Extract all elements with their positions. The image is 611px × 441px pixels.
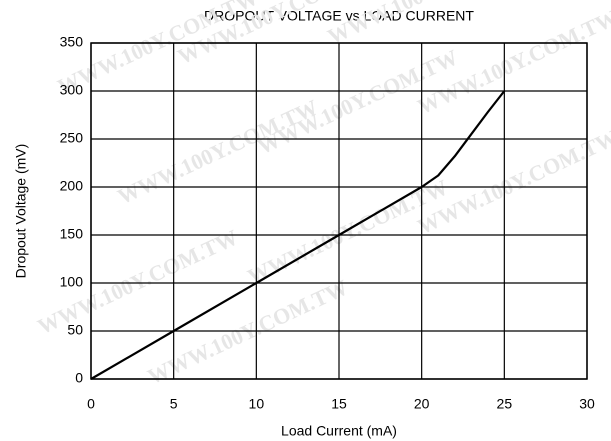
y-axis-label: Dropout Voltage (mV) — [13, 144, 29, 279]
y-tick-label: 100 — [60, 274, 84, 290]
watermark: WWW.100Y.COM.TW — [114, 94, 322, 209]
x-tick-label: 10 — [249, 396, 265, 412]
y-tick-label: 0 — [75, 370, 83, 386]
y-tick-label: 250 — [60, 130, 84, 146]
x-tick-label: 20 — [414, 396, 430, 412]
y-tick-label: 150 — [60, 226, 84, 242]
data-line — [90, 90, 506, 380]
chart-title: DROPOUT VOLTAGE vs LOAD CURRENT — [204, 8, 474, 24]
plot-frame — [90, 42, 588, 380]
x-tick-label: 30 — [579, 396, 595, 412]
x-tick-label: 15 — [331, 396, 347, 412]
watermark: WWW.100Y.COM.TW — [144, 274, 352, 389]
y-tick-label: 300 — [60, 82, 84, 98]
x-tick-label: 0 — [87, 396, 95, 412]
watermark: WWW.100Y.COM.TW — [54, 0, 262, 99]
x-tick-label: 5 — [170, 396, 178, 412]
y-tick-label: 350 — [60, 34, 84, 50]
x-tick-label: 25 — [497, 396, 513, 412]
y-tick-label: 200 — [60, 178, 84, 194]
y-tick-label: 50 — [67, 322, 83, 338]
x-axis-label: Load Current (mA) — [281, 423, 397, 439]
